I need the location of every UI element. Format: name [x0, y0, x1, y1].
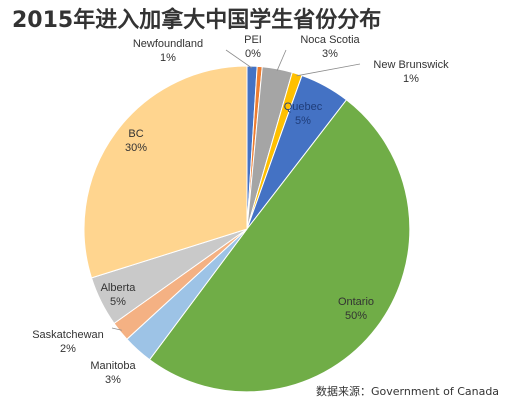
- label-percent-manitoba: 3%: [105, 374, 121, 386]
- slice-ontario: [148, 99, 411, 393]
- label-name-bc: BC: [128, 128, 143, 140]
- leader-noca-scotia: [276, 49, 287, 71]
- leader-lines: [111, 49, 361, 331]
- label-percent-ontario: 50%: [345, 310, 367, 322]
- label-name-pei: PEI: [244, 34, 262, 46]
- label-percent-newfoundland: 1%: [160, 52, 176, 64]
- label-name-newfoundland: Newfoundland: [133, 38, 203, 50]
- label-percent-saskatchewan: 2%: [60, 343, 76, 355]
- source-note: 数据来源：Government of Canada: [316, 385, 500, 398]
- label-name-manitoba: Manitoba: [90, 360, 136, 372]
- label-name-saskatchewan: Saskatchewan: [32, 329, 104, 341]
- label-name-new-brunswick: New Brunswick: [373, 59, 449, 71]
- slice-bc: [83, 65, 248, 279]
- label-name-noca-scotia: Noca Scotia: [300, 34, 360, 46]
- label-percent-bc: 30%: [125, 142, 147, 154]
- slice-labels: Newfoundland 1% PEI 0% Noca Scotia 3% New Brun…: [32, 34, 449, 386]
- leader-newfoundland: [225, 49, 253, 69]
- label-percent-alberta: 5%: [110, 296, 126, 308]
- leader-new-brunswick: [296, 63, 361, 77]
- label-percent-noca-scotia: 3%: [322, 48, 338, 60]
- label-name-alberta: Alberta: [101, 282, 137, 294]
- leader-saskatchewan: [111, 327, 122, 331]
- label-percent-quebec: 5%: [295, 115, 311, 127]
- label-percent-new-brunswick: 1%: [403, 73, 419, 85]
- chart-title: 2015年进入加拿大中国学生省份分布: [12, 8, 382, 33]
- label-name-ontario: Ontario: [338, 296, 374, 308]
- pie-slices: [83, 65, 411, 393]
- label-percent-pei: 0%: [245, 48, 261, 60]
- label-name-quebec: Quebec: [284, 101, 323, 113]
